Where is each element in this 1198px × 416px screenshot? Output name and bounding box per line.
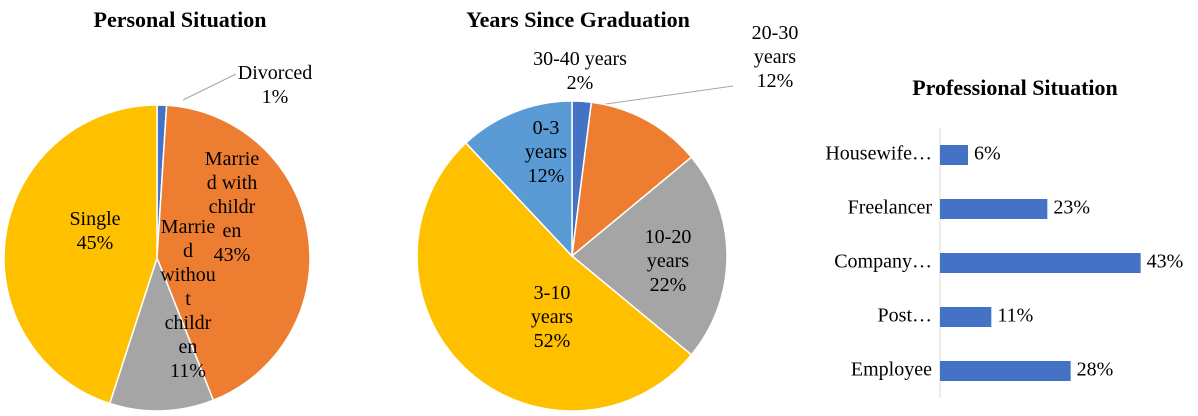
category-label: Single xyxy=(69,208,120,230)
value-label: 23% xyxy=(1053,197,1090,219)
bar xyxy=(940,253,1141,273)
category-label: withou xyxy=(160,264,216,286)
pie-slice xyxy=(571,101,693,258)
bar xyxy=(940,145,968,165)
slice-label: Marrie d withou t childr en 11% xyxy=(160,216,216,382)
value-label: 43% xyxy=(1147,251,1184,273)
value-label: 12% xyxy=(757,70,794,92)
category-label: Marrie xyxy=(205,148,260,170)
category-label: Divorced xyxy=(238,62,312,84)
category-label: 3-10 xyxy=(534,282,571,304)
value-label: 1% xyxy=(262,86,289,108)
value-label: 6% xyxy=(974,143,1001,165)
y-tick-label: Employee xyxy=(851,359,932,381)
y-tick-label: Company… xyxy=(834,251,932,273)
slice-label: 20-30 years 12% xyxy=(752,22,799,92)
value-label: 52% xyxy=(534,330,571,352)
slice-label: 30-40 years 2% xyxy=(533,48,627,94)
pie-slice xyxy=(464,100,573,258)
pie-slice xyxy=(156,104,311,402)
slice-label: Single 45% xyxy=(69,208,120,254)
category-label: childr xyxy=(165,312,212,334)
category-label: d with xyxy=(207,172,258,194)
pie-slice xyxy=(416,141,693,412)
category-label: 0-3 xyxy=(533,117,560,139)
pie-slice xyxy=(3,104,158,405)
value-label: 22% xyxy=(650,274,687,296)
category-label: 20-30 xyxy=(752,22,799,44)
bar xyxy=(940,199,1048,219)
category-label: t xyxy=(185,288,191,310)
value-label: 28% xyxy=(1077,359,1114,381)
category-label: 30-40 years xyxy=(533,48,627,70)
category-label: Marrie xyxy=(161,216,216,238)
value-label: 11% xyxy=(997,305,1033,327)
bar xyxy=(940,307,992,327)
category-label: childr xyxy=(209,196,256,218)
y-tick-label: Housewife… xyxy=(825,143,932,165)
bar xyxy=(940,361,1071,381)
value-label: 45% xyxy=(77,232,114,254)
slice-label: 3-10 years 52% xyxy=(531,282,573,352)
category-label: years xyxy=(531,306,573,328)
y-tick-label: Post… xyxy=(878,305,932,327)
pie-slice xyxy=(570,156,728,356)
chart-title: Professional Situation xyxy=(912,75,1118,100)
slice-label: Divorced 1% xyxy=(238,62,312,108)
pie-slice xyxy=(108,255,215,412)
category-label: years xyxy=(525,141,567,163)
chart-title: Years Since Graduation xyxy=(466,7,690,32)
value-label: 11% xyxy=(170,360,206,382)
y-tick-label: Freelancer xyxy=(848,197,933,219)
category-label: en xyxy=(179,336,198,358)
category-label: d xyxy=(183,240,193,262)
leader-line xyxy=(584,85,734,108)
slice-label: 0-3 years 12% xyxy=(525,117,567,187)
category-label: years xyxy=(647,250,689,272)
chart-title: Personal Situation xyxy=(94,7,267,32)
category-label: 10-20 xyxy=(645,226,692,248)
value-label: 12% xyxy=(528,165,565,187)
value-label: 2% xyxy=(567,72,594,94)
slice-label: Marrie d with childr en 43% xyxy=(205,148,260,266)
value-label: 43% xyxy=(214,244,251,266)
leader-line xyxy=(182,73,237,101)
category-label: years xyxy=(754,46,796,68)
slice-label: 10-20 years 22% xyxy=(645,226,692,296)
category-label: en xyxy=(223,220,242,242)
